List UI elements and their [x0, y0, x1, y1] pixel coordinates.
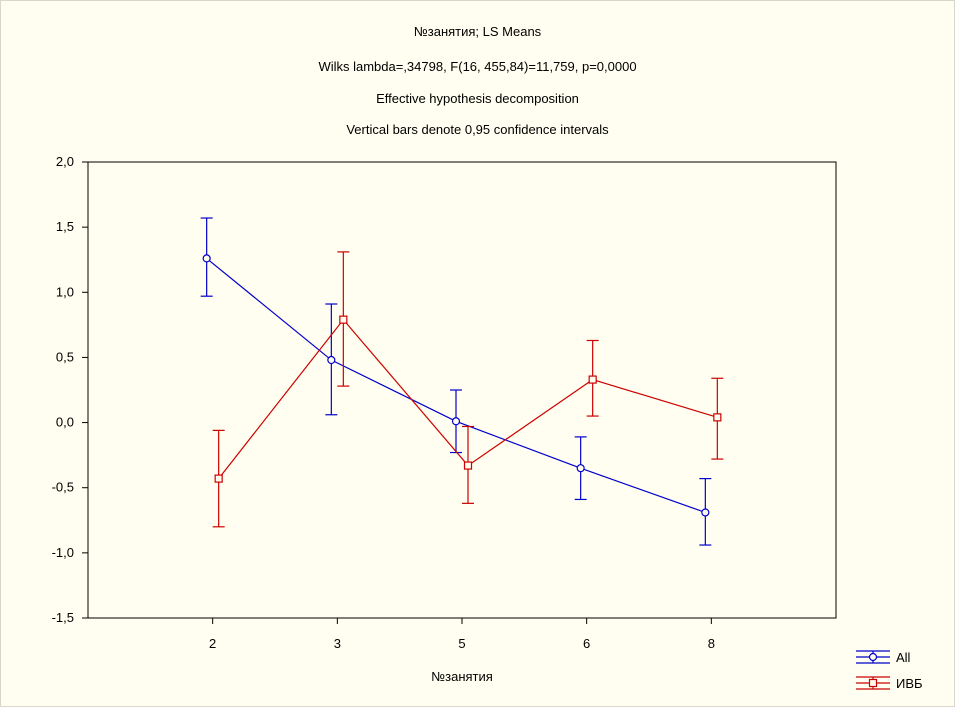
data-point [576, 464, 585, 473]
x-axis: 2 3 5 6 8 [209, 618, 715, 651]
x-tick-label: 6 [583, 636, 590, 651]
legend-label: All [896, 650, 911, 665]
x-axis-title: №занятия [431, 669, 493, 684]
legend-marker [868, 678, 878, 688]
x-tick-label: 2 [209, 636, 216, 651]
data-point [327, 355, 336, 365]
data-point [463, 461, 473, 470]
y-tick-label: 0,5 [56, 349, 74, 364]
y-tick-label: 0,0 [56, 415, 74, 430]
data-point [451, 417, 461, 426]
y-tick-label: -0,5 [52, 480, 74, 495]
legend: All ИВБ [856, 650, 923, 691]
y-tick-label: 2,0 [56, 154, 74, 169]
data-point [339, 315, 348, 324]
series-2 [212, 251, 724, 528]
series-layer [200, 217, 724, 546]
legend-item: ИВБ [856, 676, 923, 691]
y-tick-label: 1,0 [56, 284, 74, 299]
data-point [701, 508, 710, 517]
legend-item: All [856, 650, 911, 665]
legend-label: ИВБ [896, 676, 923, 691]
x-tick-label: 3 [334, 636, 341, 651]
data-point [588, 375, 597, 384]
data-point [713, 413, 722, 422]
series-1 [200, 217, 712, 546]
chart-subtitle-ci: Vertical bars denote 0,95 confidence int… [346, 122, 609, 137]
x-tick-label: 5 [458, 636, 465, 651]
chart-title: №занятия; LS Means [413, 24, 542, 39]
x-tick-label: 8 [708, 636, 715, 651]
data-point [202, 254, 211, 263]
y-tick-label: 1,5 [56, 219, 74, 234]
data-point [214, 474, 223, 483]
chart-subtitle-stats: Wilks lambda=,34798, F(16, 455,84)=11,75… [318, 59, 637, 74]
chart-subtitle-decomposition: Effective hypothesis decomposition [376, 91, 579, 106]
y-tick-label: -1,5 [52, 610, 74, 625]
legend-marker [868, 652, 878, 662]
y-tick-label: -1,0 [52, 545, 74, 560]
y-axis: 2,0 1,5 1,0 0,5 0,0 -0,5 -1,0 -1,5 [52, 154, 88, 625]
series-line [206, 257, 706, 514]
